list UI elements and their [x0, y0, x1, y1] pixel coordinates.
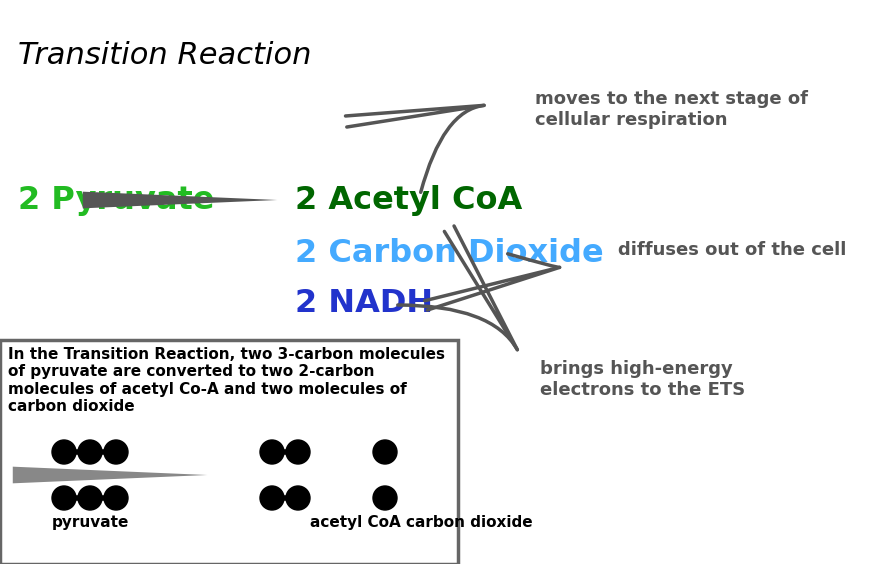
Text: diffuses out of the cell: diffuses out of the cell [618, 241, 846, 259]
Circle shape [260, 440, 284, 464]
Text: Transition Reaction: Transition Reaction [18, 41, 311, 69]
Circle shape [260, 486, 284, 510]
Circle shape [78, 486, 102, 510]
Text: brings high-energy
electrons to the ETS: brings high-energy electrons to the ETS [540, 360, 746, 399]
Text: In the Transition Reaction, two 3-carbon molecules
of pyruvate are converted to : In the Transition Reaction, two 3-carbon… [8, 347, 445, 414]
Text: pyruvate: pyruvate [51, 515, 129, 530]
Text: acetyl CoA carbon dioxide: acetyl CoA carbon dioxide [310, 515, 533, 530]
Circle shape [52, 486, 76, 510]
Circle shape [286, 440, 310, 464]
Circle shape [286, 486, 310, 510]
Circle shape [373, 486, 397, 510]
Text: 2 Acetyl CoA: 2 Acetyl CoA [295, 184, 522, 215]
Text: 2 NADH: 2 NADH [295, 288, 433, 319]
Text: 2 Carbon Dioxide: 2 Carbon Dioxide [295, 237, 604, 268]
Circle shape [104, 440, 128, 464]
Circle shape [52, 440, 76, 464]
Text: moves to the next stage of
cellular respiration: moves to the next stage of cellular resp… [535, 90, 808, 129]
FancyBboxPatch shape [0, 340, 458, 564]
Text: 2 Pyruvate: 2 Pyruvate [18, 184, 215, 215]
Circle shape [104, 486, 128, 510]
Circle shape [78, 440, 102, 464]
Circle shape [373, 440, 397, 464]
